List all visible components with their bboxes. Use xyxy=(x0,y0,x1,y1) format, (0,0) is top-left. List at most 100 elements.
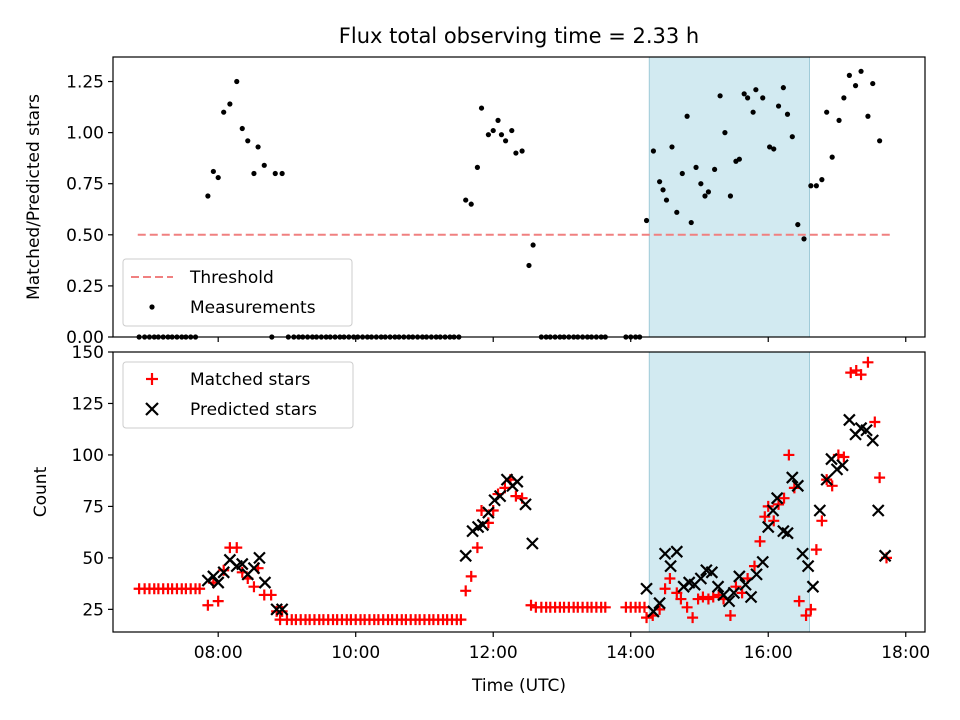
predicted-star-point xyxy=(750,568,763,581)
predicted-star-point xyxy=(511,475,524,488)
matched-star-point xyxy=(202,599,214,611)
measurement-point xyxy=(519,148,525,154)
measurement-point xyxy=(750,109,756,115)
predicted-star-point xyxy=(270,603,283,616)
matched-star-point xyxy=(671,587,683,599)
measurement-point xyxy=(478,105,485,111)
predicted-star-point xyxy=(801,559,815,573)
predicted-star-point xyxy=(493,489,507,503)
measurement-point xyxy=(261,162,267,168)
predicted-star-point xyxy=(761,520,775,534)
top-ytick-label: 0.50 xyxy=(66,226,104,246)
matched-star-point xyxy=(510,490,522,502)
measurement-point xyxy=(852,83,859,89)
matched-star-point xyxy=(855,369,867,381)
predicted-star-point xyxy=(211,576,225,589)
measurement-point xyxy=(279,170,285,177)
measurement-point xyxy=(717,93,723,99)
predicted-star-point xyxy=(806,580,820,593)
bottom-y-axis-label: Count xyxy=(31,466,51,517)
legend-predicted-label: Predicted stars xyxy=(190,400,317,420)
matched-star-point xyxy=(194,583,206,595)
bottom-xtick-label: 14:00 xyxy=(606,643,655,663)
matched-star-point xyxy=(754,535,766,547)
measurement-point xyxy=(836,117,842,123)
bottom-xtick-label: 12:00 xyxy=(469,643,518,663)
matched-star-point xyxy=(838,451,850,463)
predicted-star-point xyxy=(711,580,725,593)
measurement-point xyxy=(221,109,227,115)
bottom-ytick-label: 100 xyxy=(72,446,104,466)
measurement-point xyxy=(753,87,759,93)
predicted-star-point xyxy=(756,555,770,569)
matched-star-point xyxy=(664,572,676,584)
matched-star-point xyxy=(869,416,881,428)
measurement-point xyxy=(468,201,474,207)
matched-star-point xyxy=(793,595,805,607)
bottom-panel: 25 50 75 100 125 150 08:00 10:00 12:00 14:00 16:0… xyxy=(31,343,930,696)
measurement-point xyxy=(227,101,233,107)
top-ytick-label: 0.75 xyxy=(66,175,104,195)
legend-measurements-swatch xyxy=(149,304,155,310)
matched-star-point xyxy=(231,542,243,554)
predicted-star-point xyxy=(860,423,873,437)
matched-star-point xyxy=(768,515,780,527)
measurement-point xyxy=(736,156,742,162)
measurement-point xyxy=(498,132,505,138)
matched-star-point xyxy=(460,585,472,597)
matched-star-point xyxy=(218,564,230,576)
measurement-point xyxy=(463,197,469,203)
bottom-ytick-label: 50 xyxy=(82,549,104,569)
predicted-star-point xyxy=(744,590,758,604)
predicted-star-point xyxy=(519,498,532,511)
bottom-xtick-label: 18:00 xyxy=(881,643,930,663)
matched-star-point xyxy=(826,480,838,492)
predicted-star-point xyxy=(770,491,784,505)
measurement-point xyxy=(643,217,650,224)
predicted-star-point xyxy=(476,518,490,532)
measurement-point xyxy=(485,132,492,138)
matched-star-point xyxy=(692,593,704,605)
matched-star-point xyxy=(810,544,822,556)
top-panel: 0.00 0.25 0.50 0.75 1.00 1.25 Matched/Predict… xyxy=(24,56,926,348)
matched-star-point xyxy=(471,542,483,554)
top-ytick-label: 0.00 xyxy=(66,328,104,348)
legend-measurements-label: Measurements xyxy=(190,298,316,318)
bottom-xtick-label: 10:00 xyxy=(331,643,380,663)
measurement-point xyxy=(775,103,782,109)
bottom-shaded-span xyxy=(648,351,810,633)
measurement-point xyxy=(789,134,795,140)
measurement-point xyxy=(684,113,690,119)
measurement-point xyxy=(474,164,481,170)
predicted-star-point xyxy=(836,458,849,472)
measurement-point xyxy=(215,174,221,181)
measurement-point xyxy=(846,72,852,78)
measurement-point xyxy=(858,68,864,74)
measurement-point xyxy=(679,170,685,177)
bottom-plot-frame xyxy=(112,351,926,633)
bottom-legend: Matched stars Predicted stars xyxy=(122,361,354,429)
matched-star-point xyxy=(248,581,260,593)
matched-star-point xyxy=(874,472,886,484)
measurement-point xyxy=(702,193,708,199)
predicted-star-point xyxy=(843,413,856,427)
measurement-point xyxy=(824,109,830,115)
matched-star-point xyxy=(707,591,719,603)
x-axis-label: Time (UTC) xyxy=(471,676,566,696)
measurement-point xyxy=(669,144,675,150)
top-y-axis: 0.00 0.25 0.50 0.75 1.00 1.25 xyxy=(66,73,113,348)
predicted-star-point xyxy=(739,578,752,591)
matched-star-point xyxy=(845,367,857,379)
predicted-star-point xyxy=(813,504,827,517)
measurement-point xyxy=(784,111,791,117)
predicted-star-point xyxy=(694,572,708,585)
predicted-star-point xyxy=(658,547,672,561)
predicted-star-point xyxy=(235,557,249,571)
predicted-star-point xyxy=(459,549,472,563)
measurement-point xyxy=(205,193,211,199)
measurement-point xyxy=(829,154,835,160)
predicted-star-point xyxy=(733,570,746,583)
predicted-star-point xyxy=(670,545,684,558)
measurement-point xyxy=(698,181,704,187)
